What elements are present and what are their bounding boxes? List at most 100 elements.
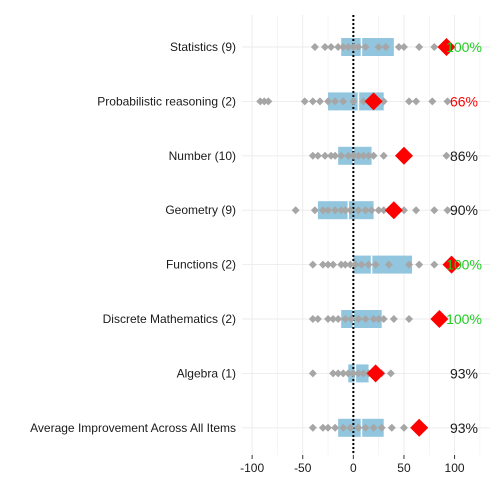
mean-marker [437, 38, 456, 56]
data-point [379, 151, 388, 160]
data-point [442, 151, 451, 160]
data-point [331, 206, 340, 215]
category-label: Discrete Mathematics (2) [103, 312, 236, 326]
x-tick-label: -50 [294, 461, 312, 475]
mean-marker [430, 310, 449, 328]
data-point [329, 369, 338, 378]
data-point [327, 43, 336, 51]
data-point [291, 206, 300, 215]
data-point [387, 423, 396, 432]
data-point [443, 206, 452, 215]
data-point [256, 97, 265, 106]
data-point [308, 315, 317, 323]
data-point [359, 369, 368, 378]
data-point [412, 206, 421, 215]
data-point [349, 97, 358, 106]
data-point [341, 315, 350, 323]
data-point [346, 206, 355, 215]
mean-marker [384, 201, 403, 220]
data-point [379, 315, 388, 323]
category-label: Average Improvement Across All Items [30, 421, 236, 435]
category-label: Probabilistic reasoning (2) [97, 94, 236, 108]
data-point [331, 151, 340, 160]
data-point [430, 260, 439, 269]
data-point [374, 43, 383, 51]
data-point [354, 43, 363, 51]
data-point [361, 43, 370, 51]
data-point [361, 206, 370, 215]
percentage-label: 93% [450, 365, 478, 381]
data-point [318, 206, 327, 215]
data-point [415, 260, 424, 269]
data-point [324, 315, 333, 323]
data-point [324, 260, 333, 269]
data-point [354, 151, 363, 160]
data-point [324, 423, 333, 432]
data-point [443, 97, 452, 106]
data-point [341, 206, 350, 215]
data-point [308, 423, 317, 432]
data-point [321, 151, 330, 160]
data-point [308, 369, 317, 378]
data-point [329, 315, 338, 323]
x-tick-label: 0 [350, 461, 357, 475]
mean-marker [442, 255, 461, 274]
data-point [308, 97, 317, 106]
data-point [351, 260, 360, 269]
data-point [324, 97, 333, 106]
data-point [264, 97, 273, 106]
data-point [334, 43, 343, 51]
data-point [399, 423, 408, 432]
data-point [337, 260, 346, 269]
percentage-label: 86% [450, 148, 478, 164]
percentage-label: 100% [446, 311, 482, 327]
x-tick-label: 100 [445, 461, 465, 475]
data-point [313, 151, 322, 160]
data-point [389, 315, 398, 323]
label-layer: Statistics (9) Probabilistic reasoning (2… [30, 39, 482, 475]
data-point [374, 206, 383, 215]
data-point [359, 151, 368, 160]
data-point [428, 97, 437, 106]
percentage-label: 93% [450, 420, 478, 436]
data-point [430, 206, 439, 215]
percentage-label: 100% [446, 257, 482, 273]
data-point [339, 97, 348, 106]
data-point [377, 423, 386, 432]
data-point [357, 260, 366, 269]
data-point [329, 260, 338, 269]
data-point [361, 423, 370, 432]
data-point [405, 97, 414, 106]
data-point [313, 315, 322, 323]
data-point [394, 43, 403, 51]
data-point [412, 97, 421, 106]
data-point [386, 369, 395, 378]
data-point [339, 369, 348, 378]
data-point [369, 151, 378, 160]
data-point [359, 97, 368, 106]
data-point [339, 43, 348, 51]
mean-marker [366, 364, 385, 383]
data-point [399, 206, 408, 215]
data-point [308, 260, 317, 269]
data-point [318, 423, 327, 432]
x-tick-label: 50 [397, 461, 411, 475]
data-point [364, 151, 373, 160]
mean-marker [410, 418, 429, 437]
iqr-box [353, 255, 413, 274]
box-layer [317, 38, 413, 437]
data-point [347, 315, 356, 323]
data-point [371, 260, 380, 269]
data-point [337, 151, 346, 160]
data-point [381, 43, 390, 51]
data-point [405, 260, 414, 269]
mean-marker [364, 92, 383, 111]
data-point [349, 369, 358, 378]
data-point [308, 151, 317, 160]
percentage-label: 66% [450, 93, 478, 109]
data-point [334, 315, 343, 323]
data-point [341, 260, 350, 269]
grid-layer [242, 15, 490, 455]
data-point [331, 423, 340, 432]
